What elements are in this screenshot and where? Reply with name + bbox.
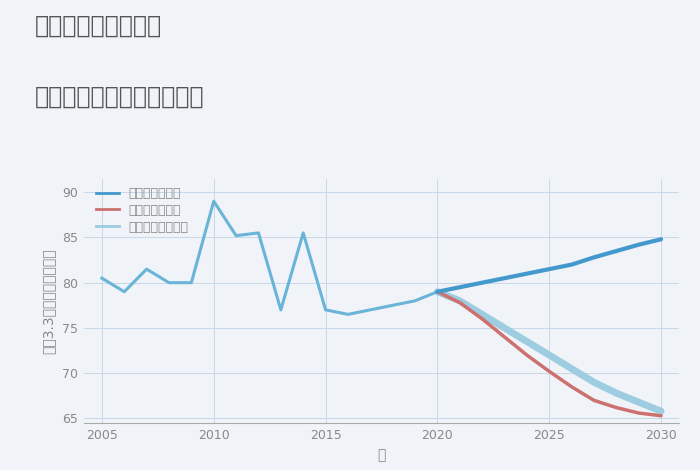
Text: 中古マンションの価格推移: 中古マンションの価格推移 [35,85,204,109]
X-axis label: 年: 年 [377,448,386,462]
Text: 千葉県野田市平井の: 千葉県野田市平井の [35,14,162,38]
Y-axis label: 坪（3.3㎡）単価（万円）: 坪（3.3㎡）単価（万円） [41,248,55,353]
Legend: グッドシナリオ, バッドシナリオ, ノーマルシナリオ: グッドシナリオ, バッドシナリオ, ノーマルシナリオ [96,187,189,234]
